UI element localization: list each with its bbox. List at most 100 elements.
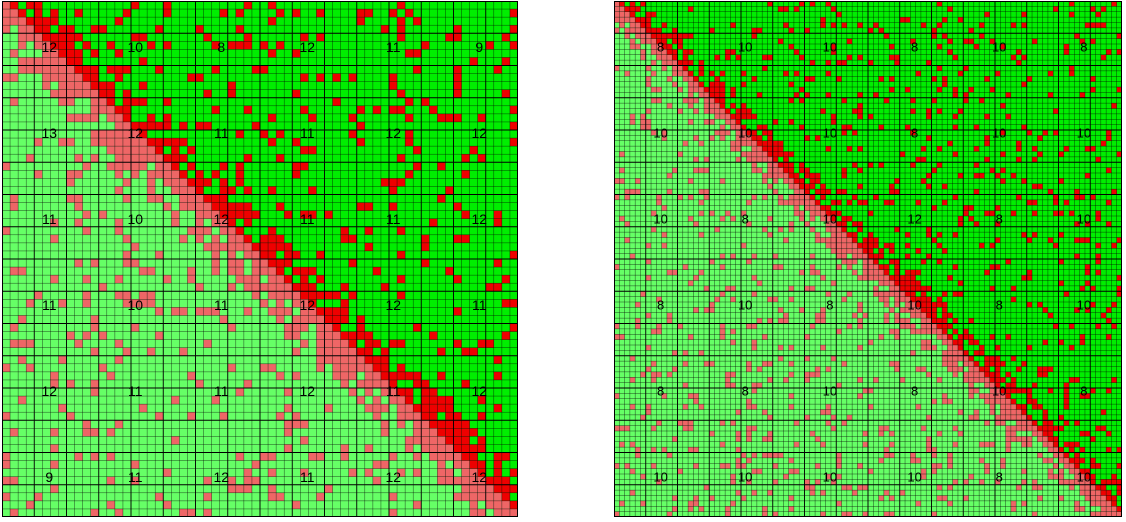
dense-block: [1100, 22, 1107, 28]
dense-block: [469, 500, 478, 509]
dense-block: [1074, 479, 1080, 485]
dense-block: [995, 420, 1001, 426]
dense-block: [836, 500, 842, 507]
dense-block: [1069, 345, 1075, 351]
dense-block: [661, 205, 667, 211]
dense-block: [437, 162, 446, 171]
dense-block: [445, 33, 454, 42]
dense-block: [58, 57, 67, 66]
dense-block: [26, 57, 35, 66]
dense-block: [26, 363, 35, 372]
dense-block: [139, 162, 148, 171]
dense-block: [947, 361, 953, 367]
dense-block: [114, 355, 123, 364]
dense-block: [139, 146, 148, 155]
dense-block: [889, 199, 895, 206]
dense-block: [778, 345, 784, 351]
dense-block: [163, 121, 172, 130]
dense-block: [1026, 436, 1033, 442]
dense-block: [1074, 189, 1080, 195]
dense-block: [830, 248, 837, 254]
dense-block: [751, 135, 757, 141]
dense-block: [666, 33, 673, 39]
dense-block: [688, 393, 694, 399]
dense-block: [730, 296, 736, 303]
dense-block: [719, 135, 726, 141]
dense-block: [661, 65, 667, 71]
dense-block: [203, 210, 212, 219]
dense-block: [1016, 366, 1022, 372]
dense-block: [968, 318, 974, 324]
dense-block: [836, 189, 842, 195]
dense-block: [772, 296, 779, 303]
dense-block: [1053, 436, 1059, 442]
dense-block: [730, 119, 736, 125]
block-rank-label: 12: [907, 212, 921, 227]
dense-block: [509, 500, 518, 509]
dense-block: [1100, 6, 1107, 12]
dense-block: [1032, 382, 1038, 389]
dense-block: [1106, 334, 1112, 340]
block-rank-label: 12: [128, 125, 144, 141]
dense-block: [788, 151, 794, 157]
dense-block: [1116, 33, 1122, 39]
dense-block: [857, 307, 863, 313]
dense-block: [171, 178, 180, 187]
dense-block: [751, 490, 757, 496]
dense-block: [1063, 463, 1070, 469]
dense-block: [957, 221, 964, 227]
block-rank-label: 8: [996, 298, 1003, 313]
dense-block: [857, 92, 863, 98]
dense-block: [122, 234, 131, 243]
dense-block: [421, 412, 430, 421]
dense-block: [227, 363, 236, 372]
dense-block: [1016, 409, 1022, 415]
dense-block: [308, 210, 317, 219]
dense-block: [979, 441, 985, 448]
dense-block: [397, 25, 406, 34]
dense-block: [719, 108, 726, 114]
dense-block: [889, 361, 895, 367]
dense-block: [830, 237, 837, 243]
dense-block: [453, 113, 462, 122]
dense-block: [926, 226, 932, 233]
dense-block: [235, 130, 244, 139]
dense-block: [179, 347, 188, 356]
dense-block: [788, 183, 794, 190]
dense-block: [973, 361, 980, 367]
dense-block: [624, 27, 630, 34]
dense-block: [979, 33, 985, 39]
block-rank-label: 11: [386, 383, 401, 399]
dense-block: [915, 156, 921, 163]
dense-block: [171, 210, 180, 219]
dense-block: [629, 253, 636, 260]
dense-block: [268, 49, 277, 58]
dense-block: [1021, 500, 1027, 507]
dense-block: [501, 89, 510, 98]
dense-block: [90, 97, 99, 106]
dense-block: [830, 6, 837, 12]
dense-block: [380, 25, 389, 34]
dense-block: [1021, 54, 1027, 61]
dense-block: [195, 379, 204, 388]
dense-block: [756, 151, 763, 157]
dense-block: [155, 121, 164, 130]
dense-block: [846, 414, 853, 421]
dense-block: [348, 331, 357, 340]
dense-block: [348, 468, 357, 477]
dense-block: [1047, 189, 1054, 195]
dense-block: [693, 393, 699, 399]
dense-block: [799, 54, 805, 61]
dense-block: [815, 463, 821, 469]
dense-block: [725, 130, 731, 136]
dense-block: [651, 328, 657, 335]
dense-block: [50, 89, 59, 98]
dense-block: [973, 409, 980, 415]
dense-block: [942, 248, 948, 254]
dense-block: [984, 135, 990, 141]
dense-block: [725, 285, 731, 292]
dense-block: [979, 345, 985, 351]
dense-block: [324, 331, 333, 340]
dense-block: [421, 259, 430, 268]
dense-block: [453, 275, 462, 284]
